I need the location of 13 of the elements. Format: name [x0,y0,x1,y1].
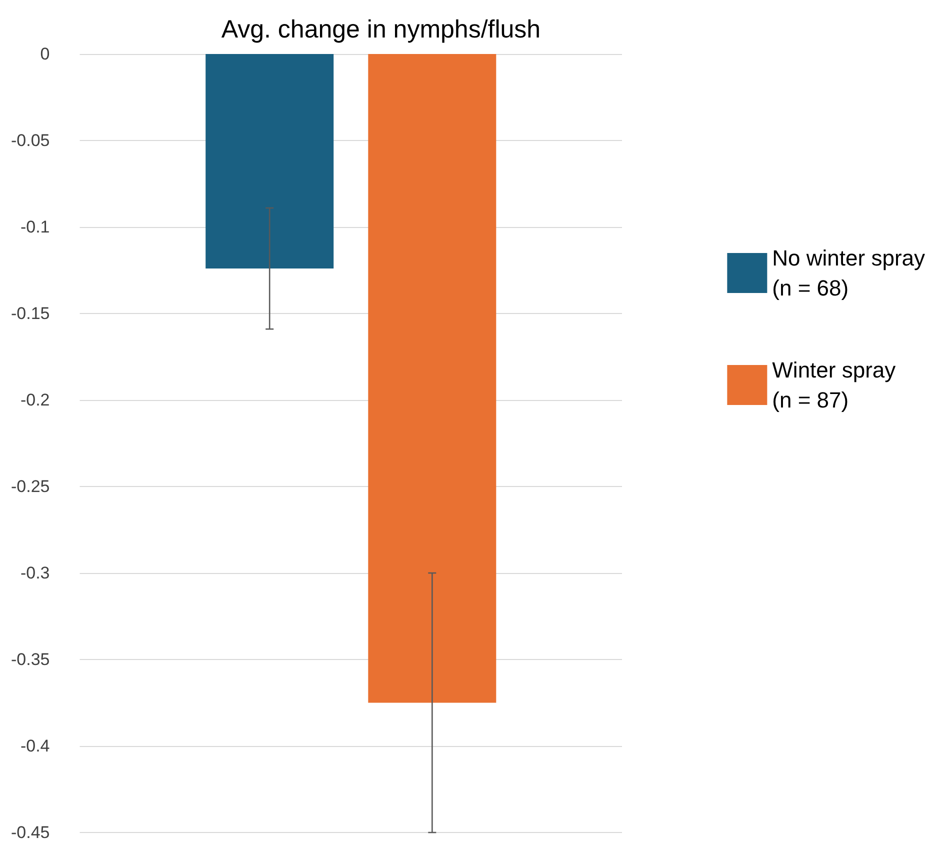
legend-label: No winter spray (n = 68) [772,246,926,300]
y-tick-label: -0.3 [20,564,50,582]
y-tick-label: -0.35 [11,650,50,669]
y-tick-label: -0.15 [11,304,50,323]
y-tick-label: -0.2 [20,390,50,410]
y-tick-label: -0.25 [11,477,50,496]
y-tick-label: -0.4 [20,736,50,756]
chart-title: Avg. change in nymphs/flush [221,16,541,44]
y-tick-label: -0.45 [11,823,50,842]
y-tick-label: -0.05 [11,131,50,150]
legend-label: Winter spray (n = 87) [772,358,896,412]
y-tick-label: 0 [40,44,50,64]
y-tick-label: -0.1 [20,218,50,236]
